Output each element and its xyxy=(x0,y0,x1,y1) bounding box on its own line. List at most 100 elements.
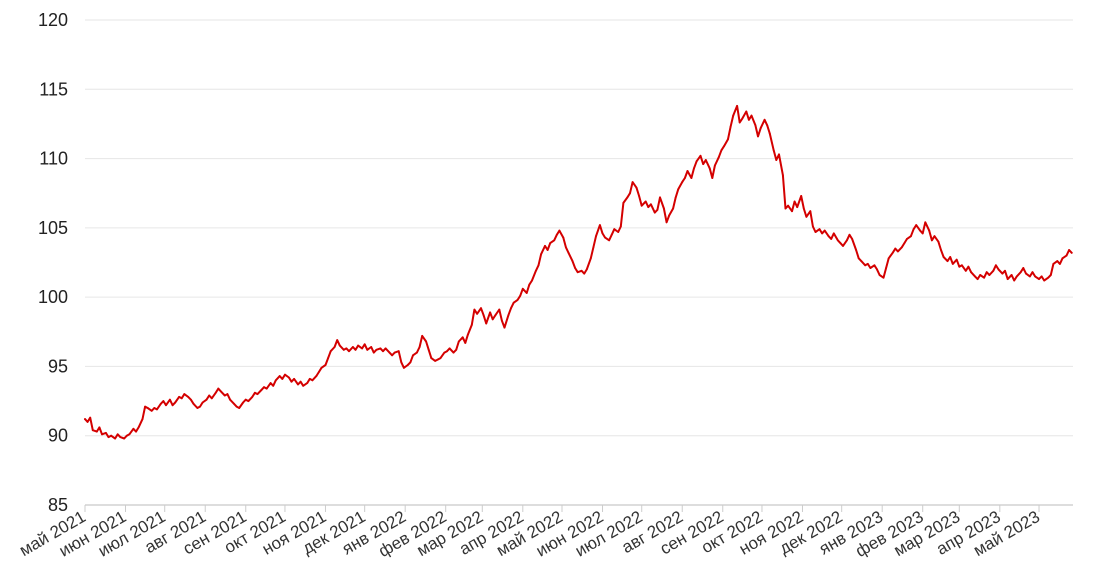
data-point xyxy=(274,379,277,382)
data-point xyxy=(217,387,220,390)
data-point xyxy=(787,204,789,207)
data-point xyxy=(1059,263,1061,265)
data-point xyxy=(461,336,464,339)
data-point xyxy=(842,245,844,247)
data-point xyxy=(174,401,177,404)
data-point xyxy=(665,221,668,224)
data-point xyxy=(116,433,119,436)
data-point xyxy=(784,207,787,210)
data-point xyxy=(238,407,241,409)
data-point xyxy=(244,398,247,401)
data-point xyxy=(448,347,451,350)
data-point xyxy=(921,232,924,235)
data-point xyxy=(562,236,565,239)
data-point xyxy=(333,346,336,348)
data-point xyxy=(800,195,803,197)
data-points xyxy=(84,105,1073,440)
data-point xyxy=(159,402,162,405)
data-point xyxy=(135,430,137,433)
data-point xyxy=(585,268,588,271)
data-point xyxy=(439,357,442,359)
data-point xyxy=(519,294,522,297)
data-point xyxy=(589,257,592,260)
data-point xyxy=(114,437,116,440)
data-point xyxy=(546,249,549,251)
data-point xyxy=(580,269,583,272)
data-point xyxy=(327,357,329,359)
data-point xyxy=(708,167,711,170)
data-point xyxy=(802,207,805,210)
data-point xyxy=(302,384,305,387)
data-point xyxy=(338,344,341,347)
data-point xyxy=(860,260,863,262)
data-point xyxy=(315,375,318,377)
data-point xyxy=(434,360,437,362)
data-point xyxy=(919,229,921,232)
data-point xyxy=(961,264,963,267)
data-point xyxy=(288,376,290,379)
data-point xyxy=(412,354,414,357)
data-point xyxy=(738,121,741,124)
data-point xyxy=(452,351,455,354)
data-point xyxy=(430,357,433,359)
data-point xyxy=(169,398,171,401)
data-point xyxy=(565,246,567,249)
data-point xyxy=(366,348,369,351)
data-point xyxy=(855,249,857,251)
data-point xyxy=(720,149,723,152)
data-point xyxy=(848,233,851,236)
data-point xyxy=(897,250,899,253)
data-point xyxy=(702,163,705,166)
data-point xyxy=(89,416,92,419)
data-point xyxy=(583,272,586,275)
data-point xyxy=(985,271,988,274)
data-point xyxy=(293,378,295,380)
data-point xyxy=(281,378,284,380)
data-point xyxy=(98,426,101,429)
data-point xyxy=(418,346,421,348)
data-point xyxy=(626,196,629,199)
data-point xyxy=(992,269,995,272)
data-point xyxy=(869,267,872,269)
data-point xyxy=(864,264,867,267)
data-point xyxy=(178,396,181,398)
data-point xyxy=(196,407,199,409)
data-point xyxy=(750,114,753,117)
data-point xyxy=(567,251,570,254)
data-point xyxy=(278,375,281,377)
data-point xyxy=(229,398,232,401)
data-point xyxy=(214,391,217,394)
data-point xyxy=(690,177,693,179)
data-point xyxy=(1015,275,1018,278)
y-tick-label: 105 xyxy=(38,218,68,238)
data-point xyxy=(979,274,982,276)
data-point xyxy=(672,207,674,210)
data-point xyxy=(110,434,112,437)
data-point xyxy=(205,398,208,401)
data-point xyxy=(544,245,546,247)
data-point xyxy=(684,177,686,179)
data-point xyxy=(763,118,766,121)
data-point xyxy=(699,154,702,157)
data-point xyxy=(187,396,190,398)
data-point xyxy=(1052,263,1055,265)
data-point xyxy=(723,145,725,148)
data-point xyxy=(681,181,684,184)
data-point xyxy=(736,105,738,107)
data-point xyxy=(873,264,876,267)
data-point xyxy=(951,263,954,265)
data-point xyxy=(95,430,98,433)
data-point xyxy=(1049,274,1052,276)
data-point xyxy=(265,387,268,390)
data-point xyxy=(284,373,286,376)
data-point xyxy=(576,271,579,274)
data-point xyxy=(809,210,812,213)
y-tick-label: 90 xyxy=(48,426,68,446)
data-point xyxy=(233,402,235,405)
data-point xyxy=(220,390,222,393)
data-point xyxy=(1006,278,1009,280)
data-point xyxy=(531,279,533,282)
data-point xyxy=(199,405,201,408)
data-point xyxy=(659,196,661,199)
